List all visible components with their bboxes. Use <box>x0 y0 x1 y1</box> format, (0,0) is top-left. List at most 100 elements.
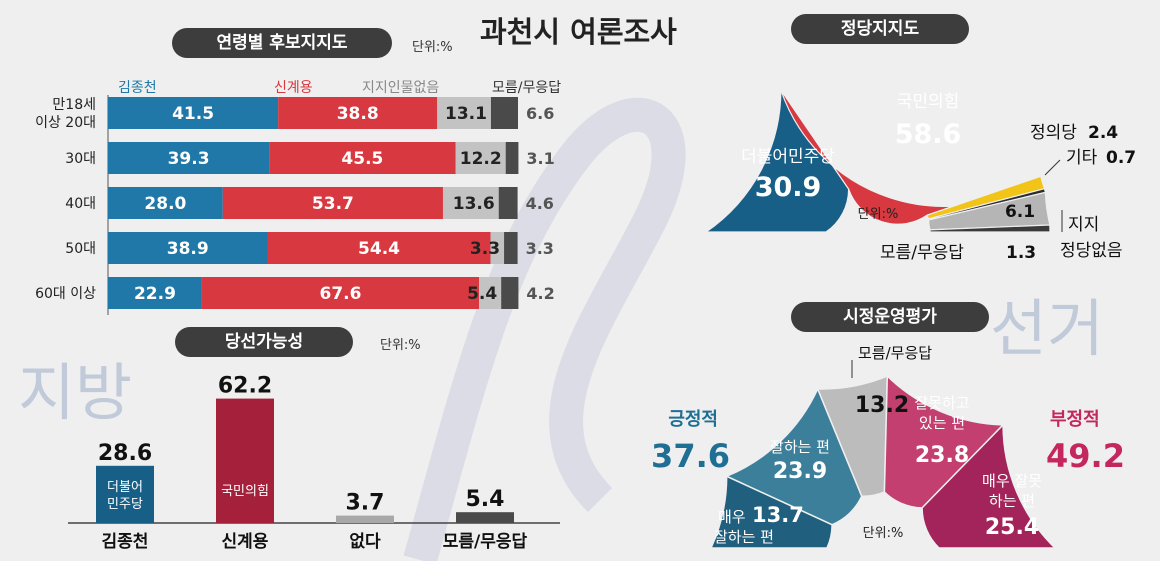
bar-2 <box>336 515 394 523</box>
category-label: 모름/무응답 <box>443 532 528 552</box>
slice-value: 30.9 <box>755 172 822 203</box>
slice-value: 13.2 <box>855 393 909 418</box>
value-label: 13.1 <box>445 104 487 124</box>
slice-name: 국민의힘 <box>897 92 960 112</box>
win-chart: 28.6 김종천 더불어민주당 62.2 신계용 국민의힘 3.7 없다 5.4 모름/무응답 <box>68 374 560 552</box>
slice-name: 매우 잘못 <box>982 472 1042 490</box>
category-label: 만18세 <box>52 97 96 113</box>
value-label: 22.9 <box>134 284 176 304</box>
chart-unit: 단위:% <box>858 207 899 222</box>
category-label: 30대 <box>65 151 96 167</box>
bar-segment-2 <box>437 97 491 129</box>
slice-4 <box>927 191 1051 231</box>
value-label: 67.6 <box>319 284 361 304</box>
bar-segment-1 <box>278 97 438 129</box>
slice-4 <box>921 423 1057 549</box>
slice-1 <box>724 387 863 526</box>
slice-name: 정당없음 <box>1060 241 1123 261</box>
slice-name: 있는 편 <box>919 414 965 432</box>
bar-segment-1 <box>201 277 480 309</box>
value-label: 38.9 <box>167 239 209 259</box>
value-label: 3.1 <box>526 149 554 168</box>
age-chart-title: 연령별 후보지지도 <box>172 28 392 58</box>
bar-segment-1 <box>267 232 491 264</box>
value-label: 13.6 <box>453 194 495 214</box>
bar-inner-label: 국민의힘 <box>221 484 269 499</box>
party-chart-title: 정당지지도 <box>791 14 969 44</box>
legend-2: 지지인물없음 <box>362 80 439 96</box>
slice-value: 2.4 <box>1088 123 1118 143</box>
value-label: 3.7 <box>346 491 385 516</box>
value-label: 4.6 <box>526 194 554 213</box>
bar-segment-3 <box>505 142 519 174</box>
category-label: 60대 이상 <box>35 286 96 302</box>
watermark-swirl <box>403 97 686 561</box>
slice-name: 잘못하고 <box>914 394 969 412</box>
legend-3: 모름/무응답 <box>492 80 561 96</box>
gov-chart-title: 시정운영평가 <box>791 302 989 332</box>
slice-value: 1.3 <box>1006 243 1036 263</box>
slice-5 <box>929 224 1051 233</box>
slice-name: 더불어민주당 <box>741 147 835 167</box>
category-label: 신계용 <box>222 532 269 552</box>
bar-segment-1 <box>222 187 443 219</box>
slice-name: 모름/무응답 <box>858 344 932 362</box>
category-label: 이상 20대 <box>35 115 96 131</box>
win-chart-title: 당선가능성 <box>175 327 353 357</box>
value-label: 4.2 <box>526 284 554 303</box>
legend-0: 김종천 <box>118 80 157 96</box>
value-label: 45.5 <box>341 149 383 169</box>
bar-inner-label: 민주당 <box>107 497 143 512</box>
value-label: 38.8 <box>337 104 379 124</box>
slice-value: 58.6 <box>895 119 962 150</box>
negative-value: 49.2 <box>1046 437 1125 475</box>
bar-3 <box>456 512 514 523</box>
age-chart-unit: 단위:% <box>412 40 453 55</box>
value-label: 53.7 <box>312 194 354 214</box>
positive-label: 긍정적 <box>668 409 718 430</box>
value-label: 39.3 <box>168 149 210 169</box>
slice-value: 25.4 <box>985 515 1039 540</box>
bar-segment-3 <box>504 232 518 264</box>
value-label: 5.4 <box>467 284 497 304</box>
slice-name: 잘하는 편 <box>770 438 830 456</box>
bar-segment-2 <box>490 232 505 264</box>
value-label: 3.3 <box>526 239 554 258</box>
bar-segment-0 <box>108 142 270 174</box>
watermark-left: 지방 <box>18 356 133 429</box>
slice-name: 하는 편 <box>989 492 1035 510</box>
category-label: 없다 <box>349 532 381 552</box>
slice-name: 매우 <box>718 508 746 526</box>
value-label: 3.3 <box>470 239 500 259</box>
bar-segment-2 <box>442 187 499 219</box>
legend-1: 신계용 <box>274 80 313 96</box>
bar-inner-label: 더불어 <box>107 480 143 495</box>
value-label: 6.6 <box>526 104 554 123</box>
page-title: 과천시 여론조사 <box>480 15 677 49</box>
bar-segment-0 <box>108 187 223 219</box>
slice-2 <box>816 374 889 497</box>
bar-segment-1 <box>269 142 456 174</box>
slice-0 <box>704 88 850 233</box>
value-label: 54.4 <box>358 239 400 259</box>
leader-line <box>1044 159 1061 176</box>
value-label: 41.5 <box>172 104 214 124</box>
category-label: 50대 <box>65 241 96 257</box>
bar-segment-3 <box>498 187 518 219</box>
category-label: 40대 <box>65 196 96 212</box>
bar-segment-3 <box>501 277 519 309</box>
bar-segment-0 <box>108 232 268 264</box>
slice-name: 기타 <box>1066 148 1098 168</box>
slice-value: 23.9 <box>773 459 827 484</box>
negative-label: 부정적 <box>1050 409 1100 430</box>
value-label: 62.2 <box>218 374 272 399</box>
slice-value: 6.1 <box>1005 202 1035 222</box>
slice-value: 23.8 <box>915 443 969 468</box>
bar-0 <box>96 465 154 523</box>
bar-1 <box>216 398 274 523</box>
